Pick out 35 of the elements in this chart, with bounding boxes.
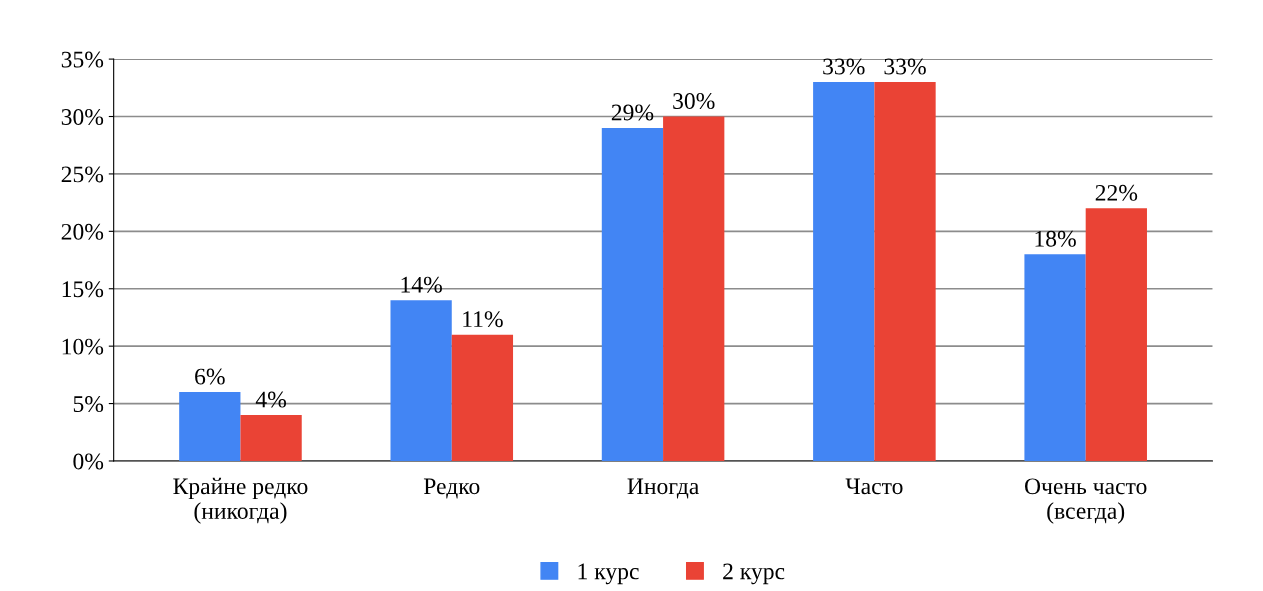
bar bbox=[601, 127, 664, 461]
data-label: 30% bbox=[673, 93, 715, 110]
y-tick-label: 30% bbox=[61, 109, 104, 126]
data-label: 18% bbox=[1035, 230, 1076, 247]
y-tick-label: 15% bbox=[62, 281, 104, 298]
legend-label: 1 курс bbox=[578, 563, 639, 585]
data-label: 11% bbox=[463, 311, 503, 328]
y-tick-label: 35% bbox=[61, 51, 104, 68]
y-tick-label: 5% bbox=[73, 396, 104, 413]
x-tick-label: Иногда bbox=[627, 478, 699, 499]
legend-label: 2 курс bbox=[723, 563, 785, 585]
data-label: 14% bbox=[401, 276, 442, 293]
bar bbox=[1085, 208, 1147, 461]
bar bbox=[813, 82, 875, 461]
bar bbox=[1024, 254, 1086, 461]
data-label: 4% bbox=[255, 391, 287, 408]
data-label: 22% bbox=[1095, 184, 1138, 201]
x-tick-label: Редко bbox=[423, 478, 480, 499]
bar bbox=[874, 82, 936, 461]
bar bbox=[663, 116, 725, 461]
bar bbox=[179, 392, 241, 461]
x-tick-label: Крайне редко (никогда) bbox=[173, 477, 308, 524]
x-tick-label: Часто bbox=[845, 478, 903, 495]
data-label: 6% bbox=[195, 368, 225, 385]
y-tick-label: 20% bbox=[61, 223, 104, 240]
y-tick-label: 25% bbox=[61, 166, 104, 183]
data-label: 29% bbox=[611, 104, 654, 121]
bar bbox=[240, 415, 302, 461]
bar bbox=[390, 300, 452, 461]
y-tick-label: 0% bbox=[73, 453, 104, 470]
x-tick-label: Очень часто (всегда) bbox=[1024, 478, 1147, 524]
bar bbox=[451, 334, 514, 461]
data-label: 33% bbox=[884, 58, 926, 75]
y-tick-label: 10% bbox=[62, 338, 104, 355]
data-label: 33% bbox=[823, 58, 865, 75]
